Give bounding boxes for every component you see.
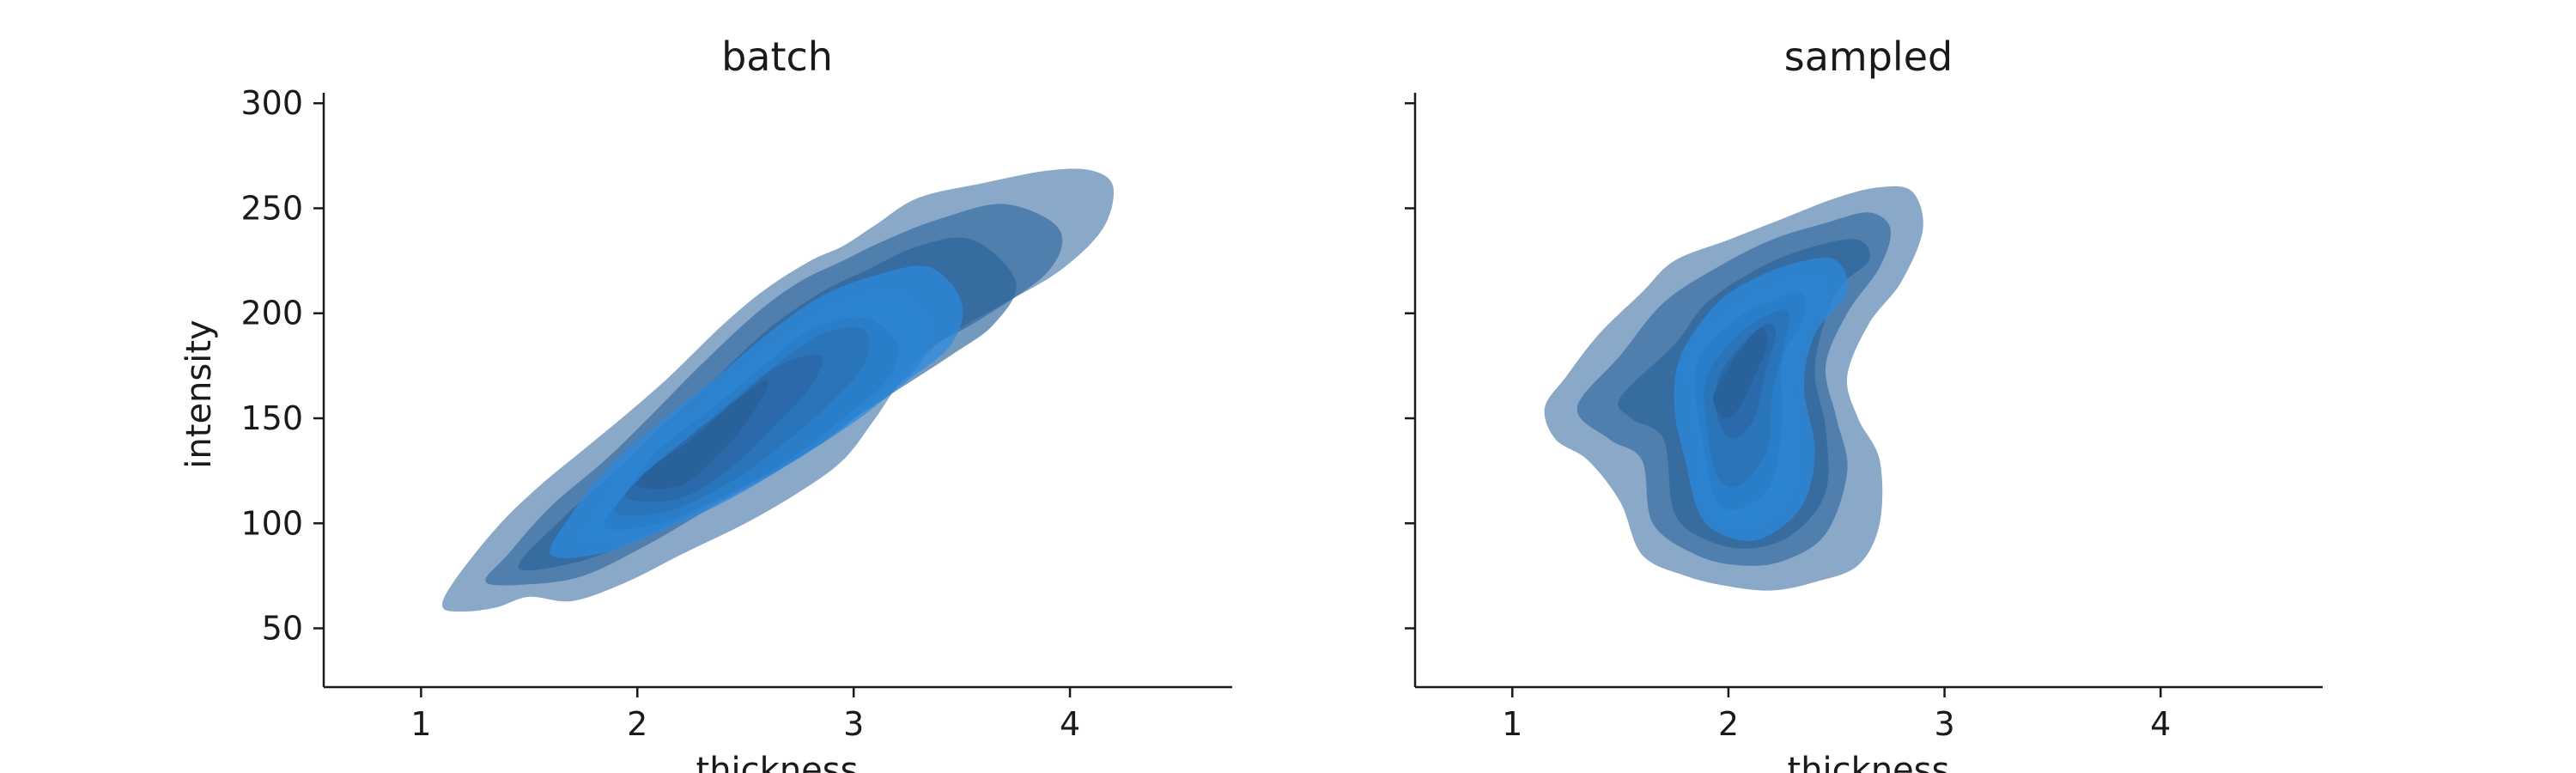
x-ticks: 1 2 3 4 <box>1502 687 2171 743</box>
x-axis-label: thickness <box>696 751 859 773</box>
y-ticks <box>1405 101 1415 630</box>
x-tick-label: 2 <box>1718 705 1739 743</box>
density-contours <box>1544 186 1923 591</box>
y-tick-label: 200 <box>240 295 303 332</box>
panel-sampled: sampled 1 2 3 4 thickness <box>1405 33 2323 773</box>
contour-level-9 <box>636 380 769 490</box>
y-tick-label: 300 <box>240 84 303 122</box>
x-tick-label: 4 <box>1060 705 1080 743</box>
y-axis-label: intensity <box>179 320 219 468</box>
panel-title: batch <box>721 33 833 80</box>
density-contours <box>441 168 1115 612</box>
x-tick-label: 1 <box>1502 705 1522 743</box>
x-tick-label: 3 <box>1934 705 1954 743</box>
y-tick-label: 150 <box>240 399 303 437</box>
y-tick-label: 250 <box>240 189 303 227</box>
x-ticks: 1 2 3 4 <box>410 687 1080 743</box>
panel-batch: batch 1 2 3 4 50 100 150 200 250 300 thickness i… <box>179 33 1232 773</box>
x-axis-label: thickness <box>1788 751 1950 773</box>
y-ticks: 50 100 150 200 250 300 <box>240 84 324 648</box>
y-tick-label: 50 <box>262 610 303 648</box>
x-tick-label: 4 <box>2150 705 2171 743</box>
x-tick-label: 1 <box>410 705 431 743</box>
x-tick-label: 2 <box>627 705 647 743</box>
contour-level-9 <box>1712 327 1768 419</box>
y-tick-label: 100 <box>240 504 303 542</box>
panel-title: sampled <box>1784 33 1953 80</box>
x-tick-label: 3 <box>843 705 864 743</box>
